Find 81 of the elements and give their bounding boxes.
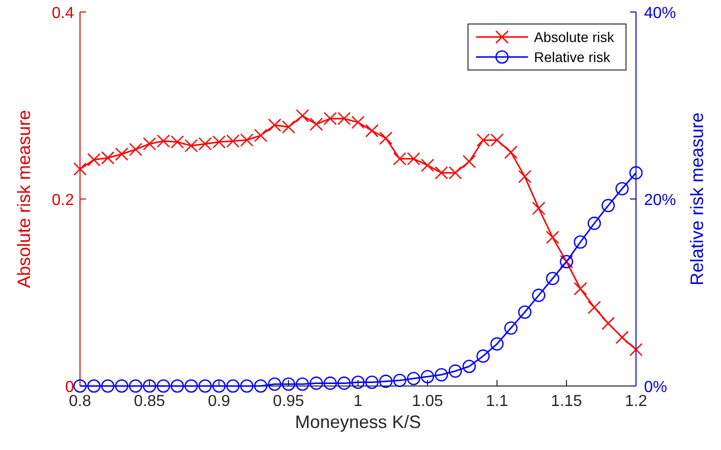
- point: [128, 142, 142, 156]
- point: [101, 379, 114, 393]
- legend-label: Absolute risk: [534, 29, 616, 45]
- point: [254, 128, 268, 142]
- x-tick-label: 1.05: [412, 393, 444, 410]
- point: [406, 372, 420, 386]
- x-tick-label: 1: [354, 393, 363, 410]
- point: [532, 288, 546, 302]
- y-tick-label: 0.4: [52, 5, 74, 22]
- point: [574, 282, 588, 296]
- point: [546, 230, 560, 244]
- y2-tick-label: 40%: [644, 5, 676, 22]
- x-tick-label: 0.85: [134, 393, 166, 410]
- point: [462, 154, 476, 168]
- point: [393, 374, 406, 388]
- point: [324, 376, 337, 390]
- point: [268, 377, 282, 391]
- point: [184, 379, 198, 393]
- point: [365, 124, 379, 138]
- point: [282, 377, 296, 391]
- point: [420, 370, 434, 384]
- x-tick-label: 0.95: [272, 393, 304, 410]
- y-tick-label: 0: [65, 379, 74, 396]
- point: [115, 147, 128, 161]
- x-tick-label: 1.2: [624, 393, 648, 410]
- point: [532, 202, 546, 215]
- point: [170, 379, 184, 393]
- x-tick-label: 1.15: [550, 393, 582, 410]
- point: [476, 349, 490, 363]
- y-axis-title: Absolute risk measure: [14, 110, 34, 288]
- point: [448, 364, 462, 378]
- point: [629, 342, 643, 356]
- point: [240, 379, 254, 393]
- point: [546, 272, 560, 286]
- point: [254, 379, 268, 393]
- point: [379, 374, 392, 388]
- point: [73, 162, 87, 176]
- point: [588, 216, 601, 230]
- y2-tick-label: 0%: [644, 379, 668, 396]
- point: [337, 376, 351, 390]
- point: [602, 198, 615, 212]
- point: [365, 376, 379, 389]
- point: [518, 305, 532, 319]
- point: [504, 146, 518, 159]
- point: [212, 379, 226, 393]
- point: [296, 377, 310, 391]
- x-tick-label: 0.9: [208, 393, 230, 410]
- point: [296, 109, 310, 122]
- point: [310, 376, 323, 390]
- point: [490, 337, 504, 351]
- point: [434, 368, 448, 382]
- point: [615, 182, 629, 196]
- y-tick-label: 0.2: [52, 192, 74, 209]
- y2-axis-title: Relative risk measure: [687, 112, 707, 286]
- point: [142, 137, 156, 150]
- point: [128, 379, 142, 393]
- point: [629, 166, 643, 180]
- point: [156, 379, 170, 393]
- point: [142, 379, 156, 393]
- point: [379, 132, 392, 145]
- legend-label: Relative risk: [534, 49, 612, 65]
- point: [615, 330, 629, 344]
- point: [73, 379, 87, 393]
- point: [198, 379, 212, 393]
- point: [351, 376, 365, 389]
- point: [115, 379, 128, 393]
- y2-tick-label: 20%: [644, 192, 676, 209]
- x-axis-title: Moneyness K/S: [294, 412, 422, 432]
- point: [87, 379, 101, 393]
- x-tick-label: 0.8: [68, 393, 92, 410]
- point: [462, 360, 476, 374]
- point: [574, 235, 588, 249]
- point: [518, 170, 532, 184]
- point: [602, 316, 615, 330]
- point: [226, 379, 240, 393]
- point: [351, 116, 365, 129]
- point: [420, 158, 434, 172]
- point: [310, 118, 323, 131]
- x-tick-label: 1.1: [486, 393, 508, 410]
- point: [588, 300, 601, 314]
- point: [504, 321, 518, 335]
